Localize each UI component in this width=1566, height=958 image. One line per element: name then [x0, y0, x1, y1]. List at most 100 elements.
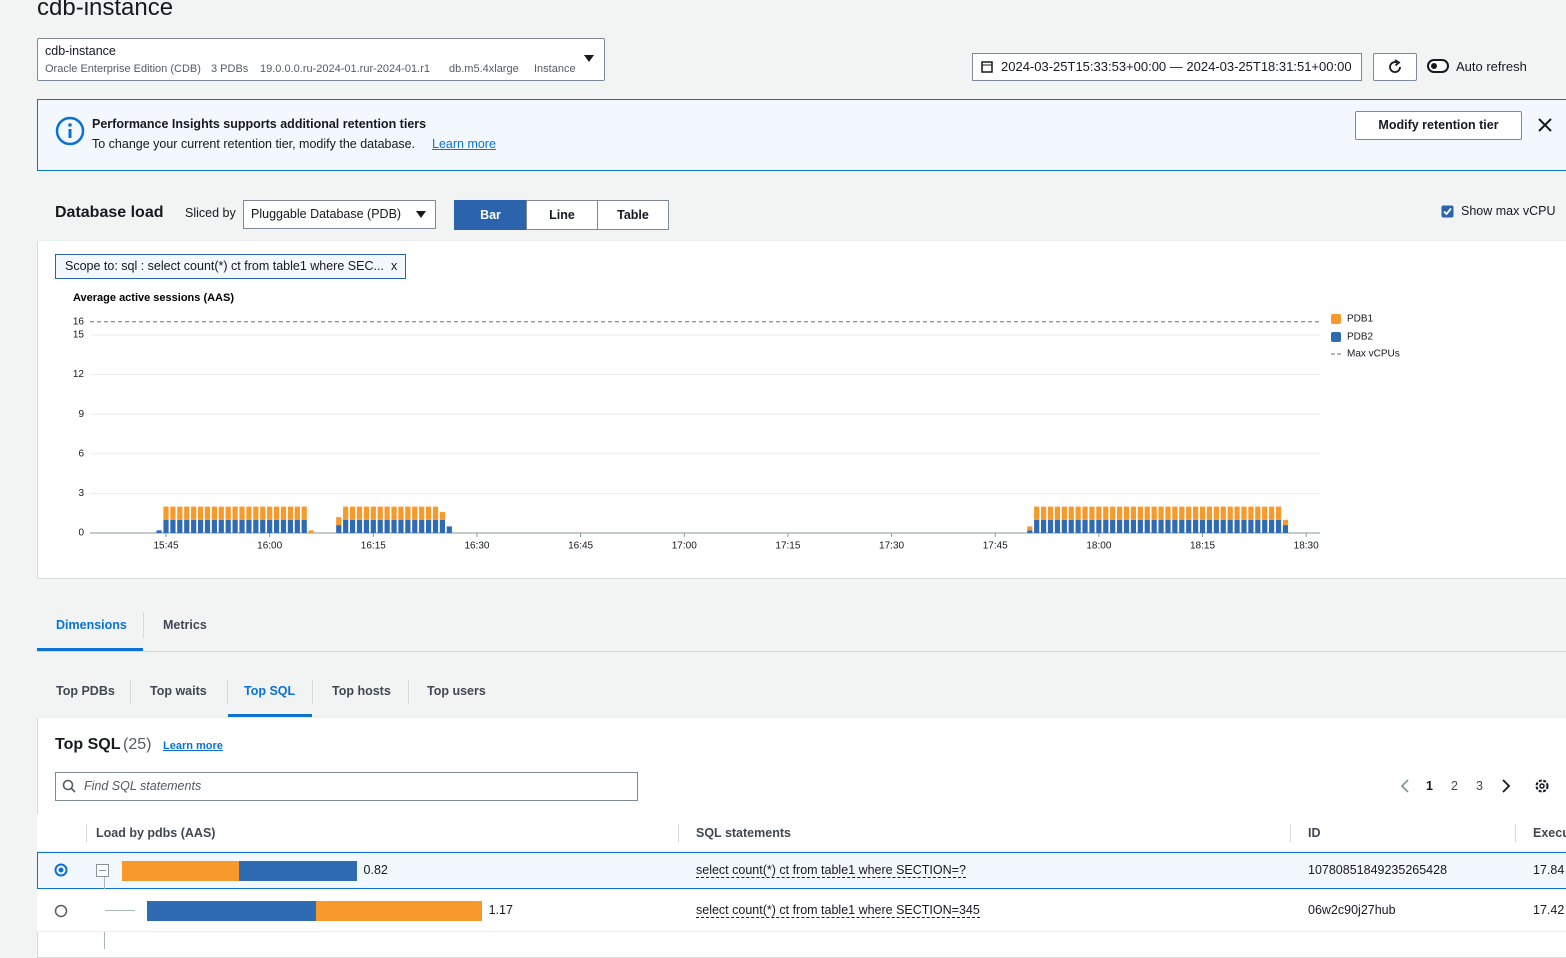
bar-segment	[1061, 506, 1067, 520]
tab[interactable]: Metrics	[163, 618, 207, 632]
page-number[interactable]: 1	[1426, 779, 1433, 793]
bar-segment	[1117, 506, 1123, 520]
bar-segment	[356, 519, 363, 533]
bar-segment	[184, 506, 190, 520]
instance-detail: db.m5.4xlarge	[449, 63, 519, 75]
checkbox[interactable]	[1441, 205, 1454, 218]
bar-segment	[1096, 506, 1102, 520]
bar-segment	[1213, 519, 1219, 533]
bar-segment	[1282, 519, 1289, 526]
time-range-text: 2024-03-25T15:33:53+00:00 — 2024-03-25T1…	[1001, 59, 1352, 74]
db-load-header	[37, 183, 1566, 241]
prev-page[interactable]	[1399, 778, 1411, 794]
bar-segment	[1193, 519, 1199, 533]
load-value: 1.17	[488, 902, 513, 917]
bar-segment	[253, 506, 259, 520]
refresh-button[interactable]	[1373, 53, 1417, 81]
bar-segment	[1199, 519, 1206, 533]
subtab[interactable]: Top hosts	[332, 684, 391, 698]
x-tick-label: 17:30	[879, 541, 904, 552]
bar-segment	[1123, 506, 1130, 520]
bar-segment	[177, 519, 183, 533]
bar-segment	[432, 519, 439, 533]
bar-segment	[273, 519, 280, 533]
info-icon	[55, 116, 85, 146]
bar-segment	[1047, 519, 1054, 533]
page-number[interactable]: 3	[1476, 779, 1483, 793]
instance-select[interactable]	[37, 38, 605, 81]
x-tick-label: 16:30	[464, 541, 489, 552]
bar-segment	[349, 506, 356, 520]
bar-segment	[377, 506, 383, 520]
bar-segment	[280, 519, 287, 533]
next-page[interactable]	[1500, 778, 1512, 794]
subtab[interactable]: Top users	[427, 684, 486, 698]
bar-segment	[156, 530, 162, 533]
collapse-icon[interactable]	[96, 864, 109, 877]
settings-icon[interactable]	[1534, 778, 1550, 794]
bar-segment	[343, 519, 349, 533]
load-value: 0.82	[363, 862, 388, 877]
bar-segment	[197, 519, 204, 533]
search-icon	[62, 779, 76, 793]
subtab[interactable]: Top waits	[150, 684, 207, 698]
bar-segment	[301, 519, 307, 533]
bar-segment	[204, 519, 211, 533]
bar-segment	[218, 519, 224, 533]
column-divider	[86, 824, 87, 842]
bar-segment	[1110, 519, 1116, 533]
toggle-knob	[1431, 63, 1437, 69]
banner-link[interactable]: Learn more	[432, 137, 496, 151]
show-max-vcpu-label: Show max vCPU	[1461, 204, 1556, 218]
x-tick-label: 16:15	[361, 541, 386, 552]
bar-segment	[1262, 506, 1268, 520]
subtab[interactable]: Top PDBs	[56, 684, 115, 698]
banner-title: Performance Insights supports additional…	[92, 117, 427, 131]
bar-segment	[425, 506, 432, 520]
view-button[interactable]: Line	[526, 200, 598, 230]
time-range[interactable]	[972, 53, 1362, 81]
bar-segment	[370, 506, 376, 520]
x-tick-label: 17:00	[672, 541, 697, 552]
bar-segment	[1241, 519, 1247, 533]
column-header: ID	[1308, 826, 1321, 840]
instance-detail: 3 PDBs	[211, 63, 249, 75]
y-axis-label: Average active sessions (AAS)	[73, 292, 234, 304]
bar-segment	[246, 506, 252, 520]
subtab-separator	[312, 680, 313, 704]
bar-segment	[204, 506, 211, 520]
bar-segment	[363, 519, 370, 533]
page-number[interactable]: 2	[1451, 779, 1458, 793]
tab[interactable]: Dimensions	[56, 618, 127, 632]
bar-segment	[267, 519, 273, 533]
subtab-separator	[130, 680, 131, 704]
bar-segment	[225, 519, 231, 533]
sliced-by-select[interactable]: Pluggable Database (PDB)	[243, 200, 436, 229]
bar-segment	[1165, 519, 1171, 533]
bar-segment	[1137, 519, 1143, 533]
y-tick-label: 0	[78, 528, 84, 539]
radio-selected[interactable]	[54, 863, 68, 877]
search-box[interactable]	[55, 772, 638, 801]
bar-segment	[1061, 519, 1067, 533]
legend-label: PDB1	[1347, 314, 1374, 325]
bar-segment	[1047, 506, 1054, 520]
bar-segment	[1220, 506, 1226, 520]
learn-more-link[interactable]: Learn more	[163, 740, 223, 752]
subtab[interactable]: Top SQL	[244, 684, 296, 698]
bar-segment	[211, 519, 217, 533]
view-button[interactable]: Table	[597, 200, 669, 230]
view-button[interactable]: Bar	[454, 200, 527, 230]
radio[interactable]	[54, 904, 68, 918]
modify-button[interactable]: Modify retention tier	[1355, 111, 1522, 140]
close-icon[interactable]	[1538, 118, 1552, 132]
bar-segment	[232, 506, 238, 520]
x-tick-label: 16:45	[568, 541, 593, 552]
bar-segment	[1186, 506, 1192, 520]
column-divider	[1515, 824, 1516, 842]
scope-close[interactable]: x	[391, 259, 398, 273]
y-tick-label: 16	[73, 316, 85, 327]
toggle[interactable]	[1427, 59, 1449, 73]
bar-segment	[1262, 519, 1268, 533]
sql-statement: select count(*) ct from table1 where SEC…	[696, 862, 966, 878]
